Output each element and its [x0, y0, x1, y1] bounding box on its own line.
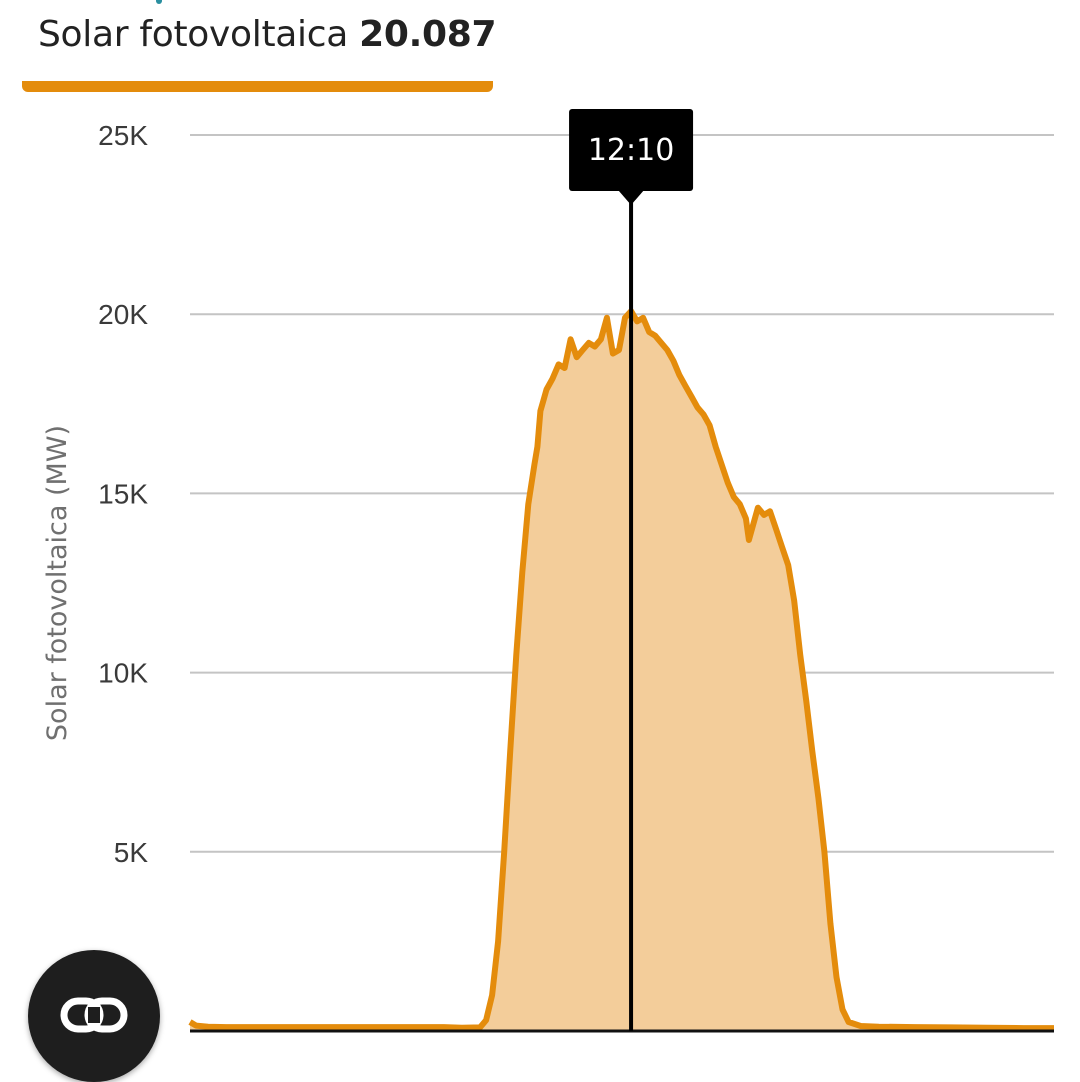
series-area-fill: [190, 311, 1054, 1032]
tab-value: 20.087: [359, 14, 497, 55]
y-tick-label: 10K: [98, 658, 148, 689]
tooltip-pointer: [618, 190, 645, 205]
time-tooltip: 12:10: [569, 109, 694, 205]
y-tick-label: 25K: [98, 120, 148, 151]
link-button[interactable]: [28, 950, 160, 1082]
top-edge-mark: [156, 0, 162, 4]
y-axis-label: Solar fotovoltaica (MW): [42, 425, 73, 741]
tab-solar-fotovoltaica[interactable]: Solar fotovoltaica 20.087: [38, 14, 497, 55]
tab-label: Solar fotovoltaica: [38, 14, 348, 55]
y-axis-ticks: 5K 10K 15K 20K 25K: [98, 120, 148, 868]
tooltip-label: 12:10: [588, 133, 674, 168]
y-tick-label: 20K: [98, 299, 148, 330]
y-tick-label: 5K: [114, 837, 149, 868]
link-icon: [60, 997, 128, 1033]
tooltip-box: [569, 109, 694, 191]
y-tick-label: 15K: [98, 478, 148, 509]
tab-active-indicator: [22, 81, 493, 92]
series-line: [188, 308, 1054, 1032]
